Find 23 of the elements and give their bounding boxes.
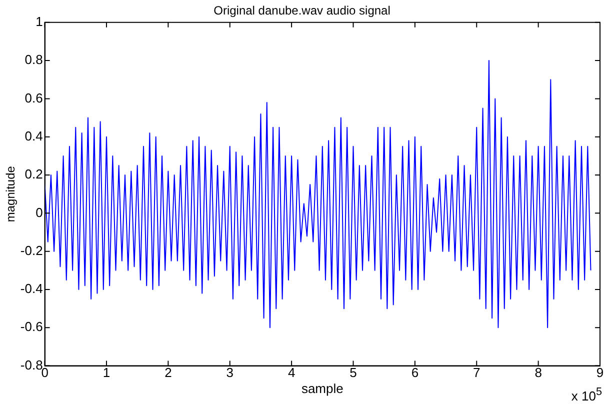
- x-tick-label: 1: [102, 365, 110, 380]
- x-tick-label: 4: [288, 365, 296, 380]
- y-tick-label: 0.2: [24, 166, 43, 182]
- y-axis-title: magnitude: [4, 166, 18, 222]
- x-axis-title: sample: [301, 380, 344, 396]
- x-tick-label: 2: [164, 365, 172, 380]
- y-tick-label: 0.6: [24, 90, 43, 106]
- y-tick-label: -0.2: [20, 242, 43, 258]
- x-tick-label: 8: [534, 365, 542, 380]
- text: x 10$^{5}$: [571, 386, 602, 403]
- x-tick-label: 5: [350, 365, 357, 380]
- x-tick-label: 9: [596, 365, 604, 380]
- x-tick-label: 3: [226, 365, 234, 380]
- y-tick-label: -0.6: [20, 319, 43, 334]
- x-tick-label: 6: [411, 365, 419, 380]
- y-tick-label: 1: [36, 14, 43, 29]
- y-tick-label: -0.4: [20, 281, 43, 296]
- x-tick-label: 7: [473, 365, 480, 380]
- y-tick-label: 0: [36, 204, 43, 220]
- y-tick-label: 0.4: [24, 128, 43, 144]
- y-tick-label: -0.8: [20, 357, 43, 372]
- y-tick-label: 0.8: [24, 52, 43, 68]
- chart-title: Original danube.wav audio signal: [214, 4, 390, 18]
